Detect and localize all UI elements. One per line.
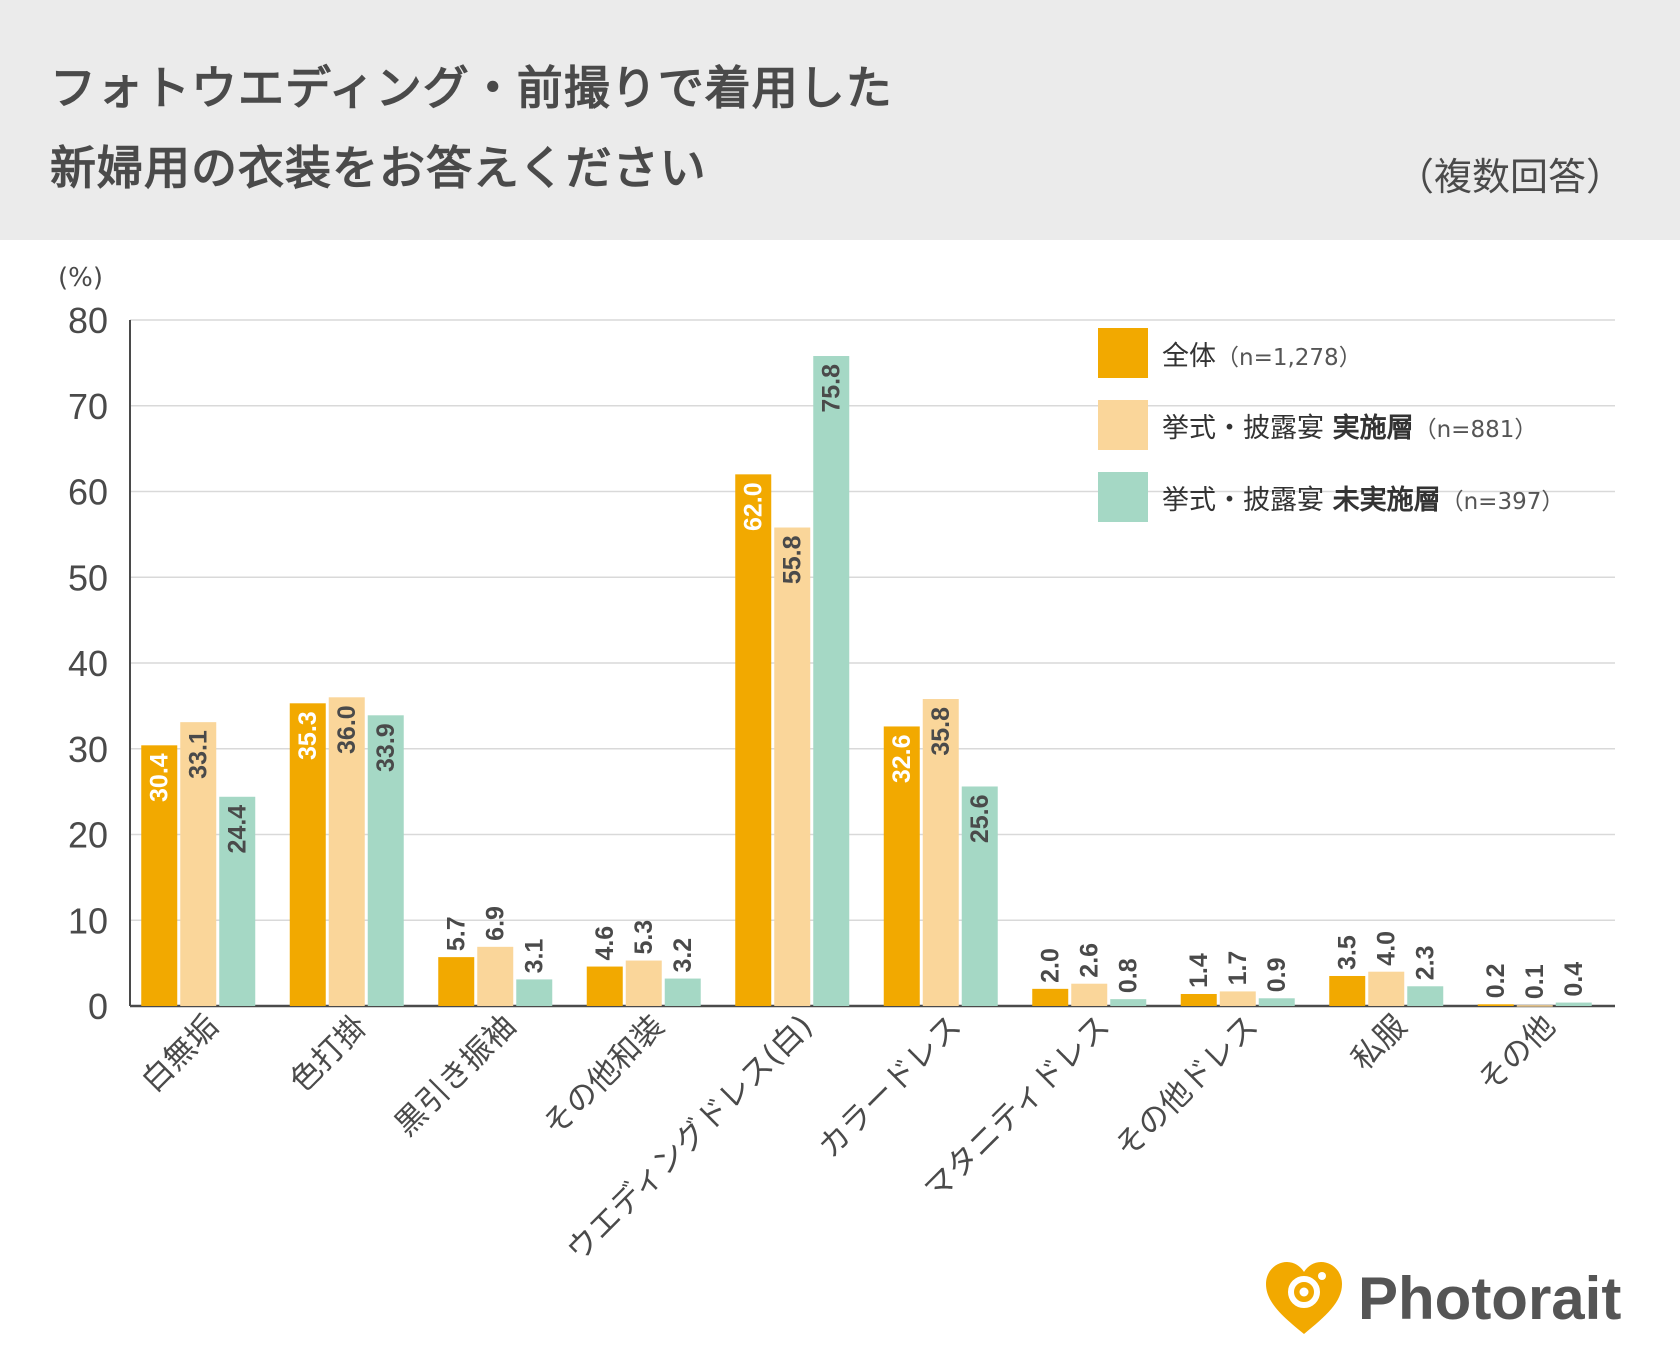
- x-category-label: カラードレス: [811, 1008, 968, 1165]
- x-category-label: 黒引き振袖: [388, 1008, 523, 1143]
- x-category-label: 白無垢: [135, 1008, 226, 1099]
- data-label: 0.9: [1263, 958, 1291, 993]
- legend-entry: 全体（n=1,278）: [1162, 341, 1362, 372]
- data-label: 35.3: [294, 711, 322, 760]
- y-tick-label: 80: [68, 300, 108, 341]
- x-category-label: その他和装: [536, 1008, 671, 1143]
- data-label: 2.0: [1036, 948, 1064, 983]
- data-label: 36.0: [333, 705, 361, 754]
- bar-3: [1110, 999, 1147, 1006]
- header-band: フォトウエディング・前撮りで着用した 新婦用の衣装をお答えください （複数回答）: [0, 0, 1680, 240]
- data-label: 24.4: [223, 805, 251, 854]
- page-title-line-2: 新婦用の衣装をお答えください: [50, 141, 707, 195]
- bar-1: [1477, 1004, 1514, 1006]
- y-tick-label: 70: [68, 386, 108, 427]
- data-label: 3.5: [1333, 935, 1361, 970]
- bar-3: [1258, 998, 1295, 1006]
- bar-2: [774, 527, 811, 1006]
- y-tick-label: 20: [68, 815, 108, 856]
- data-label: 62.0: [739, 482, 767, 531]
- y-tick-label: 50: [68, 557, 108, 598]
- data-label: 0.4: [1560, 962, 1588, 997]
- data-label: 35.8: [927, 707, 955, 756]
- bar-1: [586, 966, 623, 1006]
- bar-3: [813, 356, 850, 1006]
- legend-swatch: [1098, 328, 1148, 378]
- legend-swatch: [1098, 472, 1148, 522]
- y-tick-label: 30: [68, 729, 108, 770]
- y-tick-label: 60: [68, 472, 108, 513]
- bar-2: [1368, 971, 1405, 1006]
- x-category-label: 私服: [1345, 1008, 1414, 1077]
- data-label: 3.1: [520, 939, 548, 974]
- bar-3: [516, 979, 553, 1006]
- x-category-label: 色打掛: [283, 1008, 374, 1099]
- bar-3: [219, 796, 256, 1006]
- data-label: 25.6: [966, 794, 994, 843]
- brand-logo: Photorait: [1262, 1258, 1642, 1338]
- legend-entry: 挙式・披露宴 未実施層（n=397）: [1162, 484, 1564, 516]
- bar-1: [1180, 993, 1217, 1006]
- data-label: 1.7: [1224, 951, 1252, 986]
- data-label: 0.8: [1114, 958, 1142, 993]
- bar-2: [180, 722, 217, 1006]
- data-label: 30.4: [145, 753, 173, 802]
- bar-3: [664, 978, 701, 1006]
- x-category-label: ウエディングドレス(白): [560, 1008, 820, 1260]
- bar-1: [141, 745, 178, 1006]
- data-label: 32.6: [888, 734, 916, 783]
- data-label: 75.8: [817, 364, 845, 413]
- heart-camera-icon: [1266, 1262, 1342, 1334]
- data-label: 3.2: [669, 938, 697, 973]
- bar-3: [367, 715, 404, 1006]
- bar-2: [625, 960, 662, 1006]
- bar-2: [1219, 991, 1256, 1006]
- bar-2: [1516, 1005, 1553, 1007]
- bar-3: [961, 786, 998, 1006]
- data-label: 55.8: [778, 535, 806, 584]
- data-label: 5.3: [630, 920, 658, 955]
- bar-3: [1407, 986, 1444, 1006]
- data-label: 33.1: [184, 730, 212, 779]
- multiple-answers-note: （複数回答）: [1395, 155, 1624, 199]
- legend-swatch: [1098, 400, 1148, 450]
- bar-2: [328, 697, 365, 1006]
- y-tick-label: 0: [88, 986, 108, 1027]
- bar-2: [477, 946, 514, 1006]
- bar-2: [1071, 983, 1108, 1006]
- y-tick-label: 10: [68, 900, 108, 941]
- bar-1: [289, 703, 326, 1006]
- data-label: 6.9: [481, 906, 509, 941]
- bar-1: [1329, 975, 1366, 1006]
- x-category-label: その他: [1471, 1008, 1562, 1099]
- bar-1: [1032, 988, 1069, 1006]
- bar-3: [1555, 1002, 1592, 1006]
- legend-entry: 挙式・披露宴 実施層（n=881）: [1162, 412, 1537, 444]
- y-tick-label: 40: [68, 643, 108, 684]
- data-label: 2.6: [1075, 943, 1103, 978]
- y-axis-unit-label: (%): [58, 263, 103, 293]
- data-label: 33.9: [372, 723, 400, 772]
- x-category-label: その他ドレス: [1108, 1008, 1265, 1165]
- data-label: 4.6: [591, 926, 619, 961]
- bar-2: [922, 699, 959, 1006]
- brand-name: Photorait: [1358, 1265, 1622, 1332]
- bar-chart: (%) 0 10 20 30 40 50 60 70 80 30.4 33.1 24.4 白無垢 35.3 3…: [58, 263, 1615, 1260]
- data-label: 1.4: [1185, 953, 1213, 988]
- data-label: 5.7: [442, 916, 470, 951]
- data-label: 4.0: [1372, 931, 1400, 966]
- page-title-line-1: フォトウエディング・前撮りで着用した: [50, 61, 893, 115]
- data-label: 0.2: [1482, 964, 1510, 999]
- bar-1: [438, 957, 475, 1006]
- data-label: 2.3: [1411, 946, 1439, 981]
- bar-1: [883, 726, 920, 1006]
- data-label: 0.1: [1521, 964, 1549, 999]
- bar-1: [735, 474, 772, 1007]
